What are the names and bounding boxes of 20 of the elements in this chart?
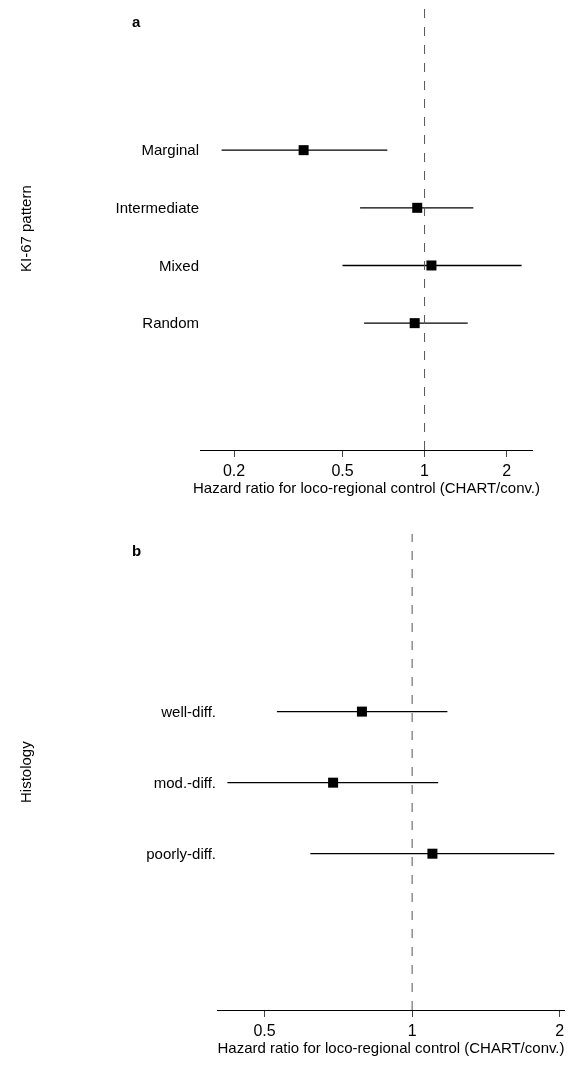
y-tick-label: Random bbox=[142, 314, 199, 332]
y-tick-label: Marginal bbox=[141, 141, 199, 159]
x-tick-label: 0.5 bbox=[253, 1022, 276, 1040]
y-tick-label: Intermediate bbox=[115, 199, 199, 217]
x-tick-label: 2 bbox=[555, 1022, 565, 1040]
x-tick-label: 2 bbox=[502, 462, 512, 480]
x-axis-title: Hazard ratio for loco-regional control (CHART/conv.) bbox=[217, 1039, 565, 1057]
y-axis-title: Histology bbox=[17, 740, 34, 803]
y-axis-title: KI-67 pattern bbox=[17, 185, 34, 272]
chart-title: b bbox=[132, 542, 142, 559]
x-axis-title: Hazard ratio for loco-regional control (CHART/conv.) bbox=[192, 479, 541, 497]
x-tick-label: 0.2 bbox=[222, 462, 246, 480]
y-tick-label: mod.-diff. bbox=[153, 773, 216, 791]
chart-title: a bbox=[132, 13, 141, 30]
y-tick-label: Mixed bbox=[158, 256, 199, 274]
y-tick-label: poorly-diff. bbox=[146, 844, 216, 862]
x-tick-label: 1 bbox=[420, 462, 430, 480]
y-tick-label: well-diff. bbox=[160, 702, 216, 720]
x-tick-label: 1 bbox=[407, 1022, 417, 1040]
x-tick-label: 0.5 bbox=[331, 462, 354, 480]
